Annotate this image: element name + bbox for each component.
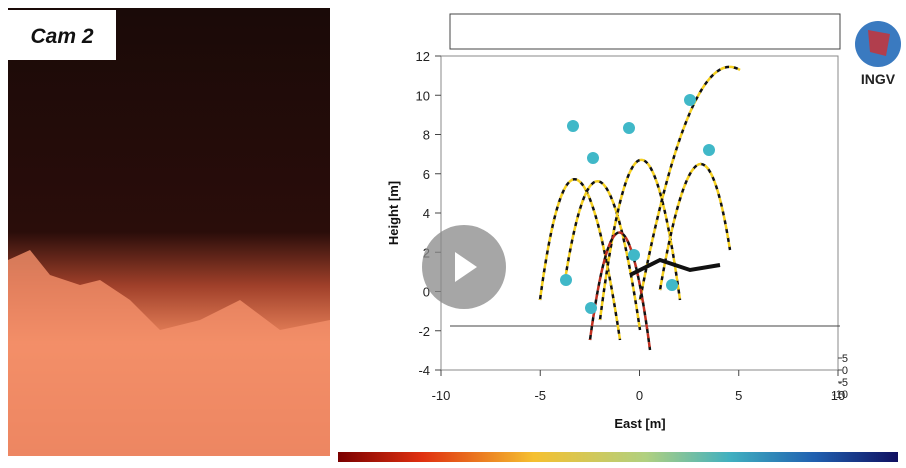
color-bar (338, 452, 898, 462)
z-tick-label: -10 (832, 389, 848, 401)
y-axis-label: Height [m] (386, 181, 401, 245)
logo-mark (868, 30, 890, 56)
x-tick-label: -5 (534, 388, 546, 403)
x-tick-label: -10 (432, 388, 451, 403)
logo-text: INGV (861, 71, 896, 87)
y-tick-label: 8 (423, 128, 430, 143)
plot-panel (336, 8, 898, 448)
z-tick-label: -5 (838, 377, 848, 389)
y-tick-label: -4 (418, 363, 430, 378)
video-frame: Cam 2 -10-50510 -4-2024681012 50-5-10 Ea… (0, 0, 906, 463)
z-tick-label: 0 (842, 365, 848, 377)
x-tick-label: 5 (735, 388, 742, 403)
camera-label: Cam 2 (30, 25, 93, 48)
z-tick-label: 5 (842, 353, 848, 365)
x-axis-label: East [m] (614, 416, 665, 431)
y-tick-label: 12 (416, 49, 430, 64)
y-tick-label: 4 (423, 206, 430, 221)
page: Cam 2 -10-50510 -4-2024681012 50-5-10 Ea… (0, 0, 906, 463)
y-tick-label: 10 (416, 88, 430, 103)
y-tick-label: 6 (423, 167, 430, 182)
y-tick-label: -2 (418, 324, 430, 339)
x-tick-label: 0 (636, 388, 643, 403)
